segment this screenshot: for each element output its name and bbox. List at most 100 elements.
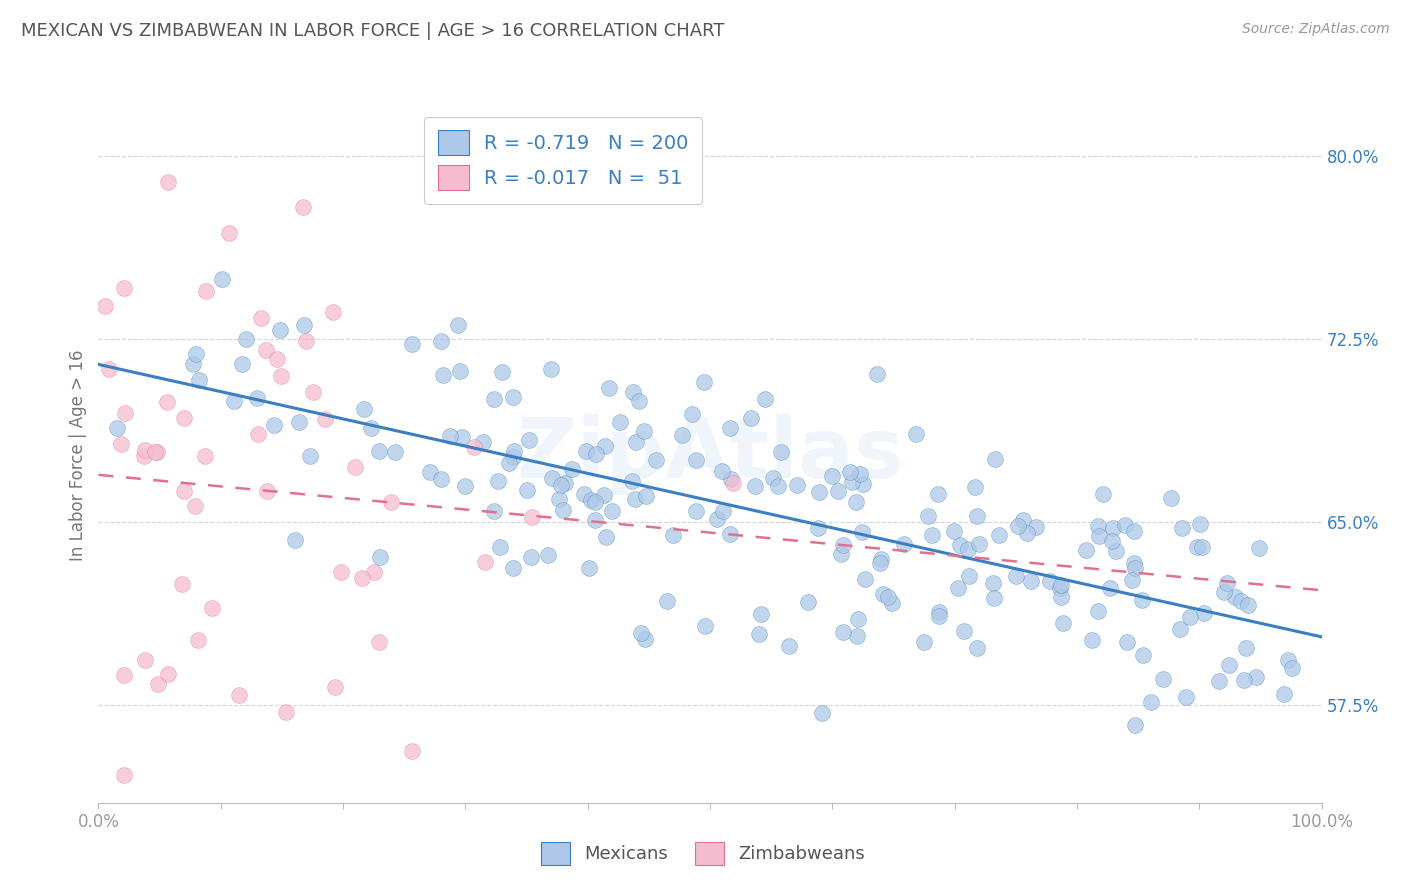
- Point: [655, 594, 678, 608]
- Point: [502, 450, 524, 464]
- Point: [419, 466, 441, 480]
- Point: [841, 475, 863, 489]
- Point: [502, 390, 524, 404]
- Point: [502, 561, 524, 575]
- Point: [832, 538, 855, 552]
- Point: [299, 449, 322, 463]
- Point: [723, 475, 745, 490]
- Point: [786, 478, 808, 492]
- Point: [134, 443, 156, 458]
- Point: [1102, 521, 1125, 535]
- Point: [633, 424, 655, 438]
- Point: [1277, 653, 1299, 667]
- Point: [630, 625, 652, 640]
- Point: [1189, 516, 1212, 531]
- Point: [1175, 690, 1198, 705]
- Point: [695, 618, 717, 632]
- Point: [218, 226, 240, 240]
- Point: [489, 541, 512, 555]
- Point: [1123, 524, 1146, 539]
- Point: [585, 447, 607, 461]
- Point: [540, 362, 562, 376]
- Point: [869, 556, 891, 570]
- Point: [482, 392, 505, 406]
- Point: [146, 445, 169, 459]
- Point: [541, 471, 564, 485]
- Point: [194, 449, 217, 463]
- Point: [132, 449, 155, 463]
- Point: [188, 373, 211, 387]
- Point: [681, 407, 703, 421]
- Point: [718, 527, 741, 541]
- Point: [583, 495, 606, 509]
- Point: [845, 629, 868, 643]
- Point: [283, 533, 305, 548]
- Point: [1213, 584, 1236, 599]
- Point: [1116, 635, 1139, 649]
- Point: [1087, 519, 1109, 533]
- Point: [749, 607, 772, 621]
- Point: [905, 426, 928, 441]
- Point: [769, 444, 792, 458]
- Point: [1015, 525, 1038, 540]
- Point: [350, 571, 373, 585]
- Point: [870, 551, 893, 566]
- Point: [187, 632, 209, 647]
- Point: [963, 480, 986, 494]
- Point: [600, 504, 623, 518]
- Point: [846, 612, 869, 626]
- Point: [246, 391, 269, 405]
- Point: [1160, 491, 1182, 506]
- Point: [195, 285, 218, 299]
- Point: [1091, 487, 1114, 501]
- Point: [807, 521, 830, 535]
- Point: [845, 495, 868, 509]
- Point: [134, 653, 156, 667]
- Point: [966, 641, 988, 656]
- Point: [143, 445, 166, 459]
- Point: [110, 437, 132, 451]
- Point: [754, 392, 776, 406]
- Point: [384, 445, 406, 459]
- Y-axis label: In Labor Force | Age > 16: In Labor Force | Age > 16: [69, 349, 87, 561]
- Point: [852, 477, 875, 491]
- Point: [401, 336, 423, 351]
- Point: [711, 464, 734, 478]
- Point: [1192, 606, 1215, 620]
- Point: [744, 479, 766, 493]
- Point: [832, 625, 855, 640]
- Point: [671, 428, 693, 442]
- Point: [474, 555, 496, 569]
- Point: [593, 439, 616, 453]
- Point: [520, 510, 543, 524]
- Point: [1178, 610, 1201, 624]
- Point: [740, 411, 762, 425]
- Point: [517, 434, 540, 448]
- Point: [778, 639, 800, 653]
- Point: [711, 504, 734, 518]
- Point: [1130, 593, 1153, 607]
- Point: [1132, 648, 1154, 662]
- Point: [768, 479, 790, 493]
- Point: [112, 668, 135, 682]
- Point: [628, 394, 651, 409]
- Point: [368, 634, 391, 648]
- Point: [295, 334, 318, 348]
- Point: [706, 512, 728, 526]
- Point: [1081, 633, 1104, 648]
- Point: [1123, 718, 1146, 732]
- Point: [1052, 615, 1074, 630]
- Point: [762, 471, 785, 485]
- Point: [1215, 575, 1237, 590]
- Point: [246, 426, 269, 441]
- Point: [1049, 581, 1071, 595]
- Point: [1272, 687, 1295, 701]
- Point: [984, 451, 1007, 466]
- Point: [1191, 540, 1213, 554]
- Point: [1099, 581, 1122, 595]
- Point: [1039, 574, 1062, 588]
- Point: [486, 474, 509, 488]
- Point: [853, 572, 876, 586]
- Point: [943, 524, 966, 539]
- Point: [201, 600, 224, 615]
